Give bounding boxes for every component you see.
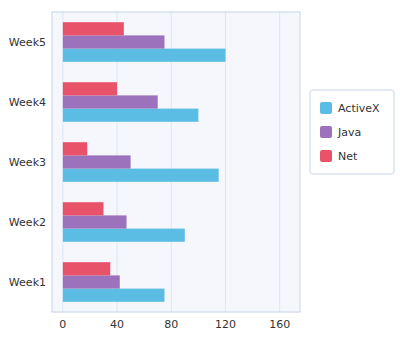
legend-swatch <box>320 150 332 162</box>
legend-swatch <box>320 102 332 114</box>
bar <box>63 95 158 108</box>
bar <box>63 82 117 95</box>
legend-label: Java <box>337 126 361 139</box>
bar <box>63 109 199 122</box>
bar <box>63 229 185 242</box>
legend: ActiveX Java Net <box>310 90 394 174</box>
bar <box>63 289 165 302</box>
y-tick-label: Week4 <box>9 96 46 109</box>
bar <box>63 262 110 275</box>
legend-frame <box>310 90 394 174</box>
bar <box>63 169 219 182</box>
bar <box>63 35 165 48</box>
bar <box>63 142 87 155</box>
y-tick-label: Week5 <box>9 36 46 49</box>
y-tick-label: Week3 <box>9 156 46 169</box>
x-tick-label: 0 <box>59 318 66 331</box>
plot-background <box>52 12 300 312</box>
x-tick-label: 160 <box>269 318 290 331</box>
chart-container: 0 40 80 120 160 Week1 Week2 Week3 Week4 Week5 Acti… <box>0 0 400 342</box>
bars <box>63 22 226 302</box>
bar <box>63 49 226 62</box>
y-tick-label: Week1 <box>9 276 46 289</box>
bar <box>63 155 131 168</box>
x-tick-label: 120 <box>215 318 236 331</box>
bar <box>63 202 104 215</box>
bar <box>63 215 127 228</box>
plot-frame <box>52 12 300 312</box>
grid-line <box>279 12 280 312</box>
legend-label: Net <box>338 150 358 163</box>
x-tick-label: 80 <box>164 318 178 331</box>
bar <box>63 22 124 35</box>
y-tick-label: Week2 <box>9 216 46 229</box>
legend-swatch <box>320 126 332 138</box>
bar <box>63 275 120 288</box>
x-tick-label: 40 <box>110 318 124 331</box>
legend-label: ActiveX <box>338 102 380 115</box>
chart: 0 40 80 120 160 Week1 Week2 Week3 Week4 Week5 Acti… <box>0 0 400 342</box>
